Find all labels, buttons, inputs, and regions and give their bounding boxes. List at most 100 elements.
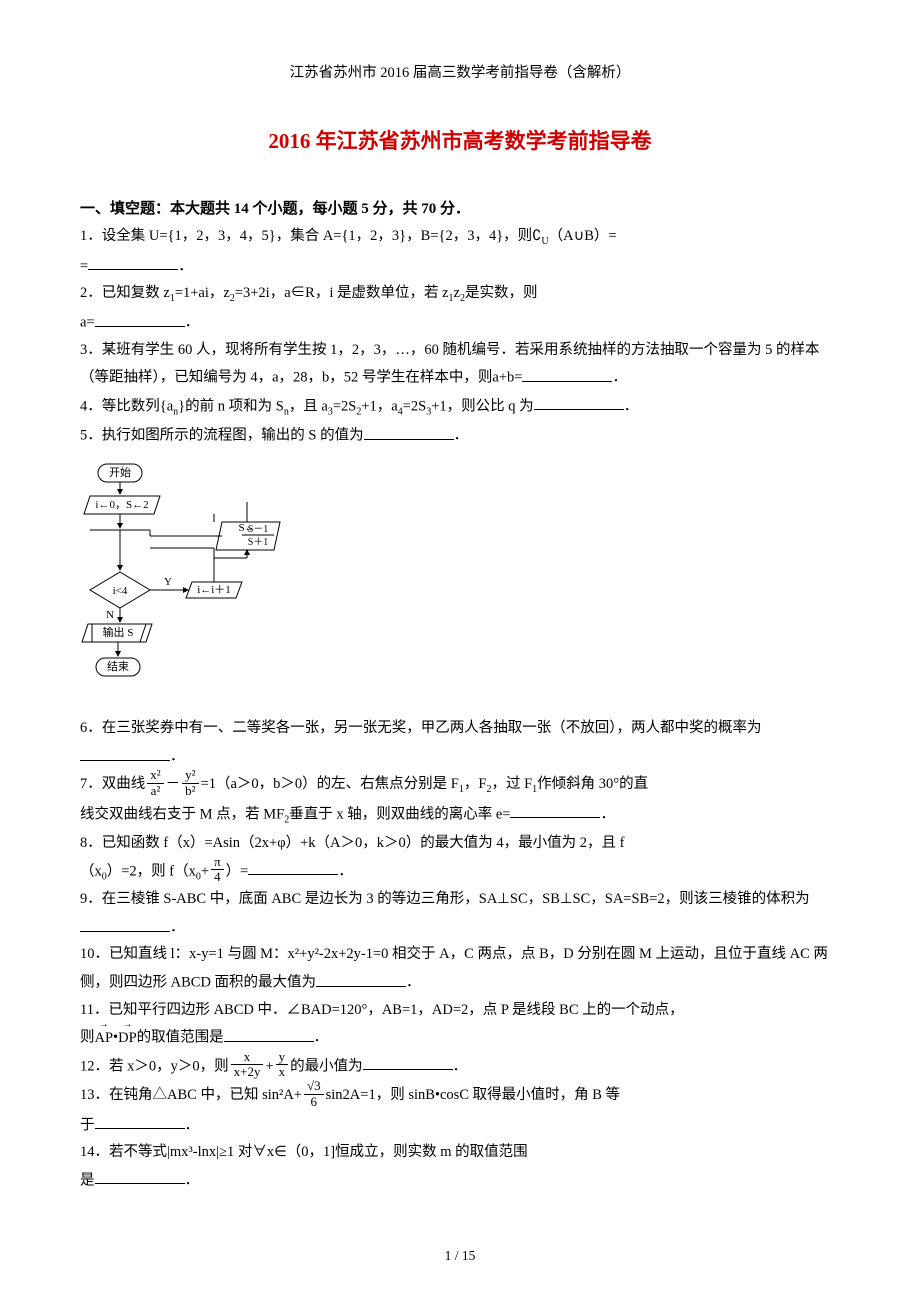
fc-output: 输出 S <box>103 625 134 639</box>
q2-t: =3+2i，a∈R，i 是虚数单位，若 z <box>235 285 449 301</box>
question-12: 12．若 x＞0，y＞0，则xx+2y+yx的最小值为． <box>80 1052 840 1082</box>
question-4: 4．等比数列{an}的前 n 项和为 Sn，且 a3=2S2+1，a4=2S3+… <box>80 392 840 422</box>
exam-title: 2016 年江苏省苏州市高考数学考前指导卷 <box>80 122 840 161</box>
q4-t: ，且 a <box>289 398 328 414</box>
blank <box>224 1023 314 1041</box>
blank <box>95 308 185 326</box>
question-5: 5．执行如图所示的流程图，输出的 S 的值为． <box>80 421 840 449</box>
q8-t: （x <box>80 863 102 879</box>
q4-t: =2S <box>333 398 357 414</box>
question-8: 8．已知函数 f（x）=Asin（2x+φ）+k（A＞0，k＞0）的最大值为 4… <box>80 830 840 887</box>
q7-t: 作倾斜角 30°的直 <box>537 777 648 793</box>
q3-text: 3．某班有学生 60 人，现将所有学生按 1，2，3，…，60 随机编号．若采用… <box>80 342 820 386</box>
blank <box>522 363 612 381</box>
den: x <box>276 1065 289 1079</box>
q8-t: + <box>201 863 209 879</box>
q13-t: 13．在钝角△ABC 中，已知 sin²A+ <box>80 1088 302 1104</box>
den: 6 <box>304 1095 324 1109</box>
question-9: 9．在三棱锥 S‐ABC 中，底面 ABC 是边长为 3 的等边三角形，SA⊥S… <box>80 886 840 941</box>
frac: π4 <box>211 855 224 885</box>
frac: √36 <box>304 1079 324 1109</box>
q4-t: 4．等比数列{a <box>80 398 173 414</box>
question-11: 11．已知平行四边形 ABCD 中．∠BAD=120°，AB=1，AD=2，点 … <box>80 997 840 1052</box>
num: x <box>231 1050 264 1065</box>
num: √3 <box>304 1079 324 1094</box>
blank <box>363 1052 453 1070</box>
blank <box>80 913 170 931</box>
fc-s-den: S＋1 <box>248 537 269 548</box>
blank <box>364 421 454 439</box>
fc-cond: i<4 <box>113 585 128 597</box>
fc-yes: Y <box>164 576 172 588</box>
fc-start: 开始 <box>109 465 131 479</box>
den: a² <box>147 784 163 798</box>
q4-t: }的前 n 项和为 S <box>178 398 284 414</box>
q7-l2: 垂直于 x 轴，则双曲线的离心率 e= <box>289 806 510 822</box>
q1-post: （A∪B）= <box>549 228 617 244</box>
question-3: 3．某班有学生 60 人，现将所有学生按 1，2，3，…，60 随机编号．若采用… <box>80 337 840 392</box>
num: x² <box>147 768 163 783</box>
num: π <box>211 855 224 870</box>
blank <box>248 857 338 875</box>
vector-dp: DP <box>118 1025 137 1052</box>
q8-t: ）= <box>226 863 249 879</box>
q7-l2: 线交双曲线右支于 M 点，若 MF <box>80 806 284 822</box>
frac: y²b² <box>182 768 198 798</box>
blank <box>80 742 170 760</box>
q7-t: 7．双曲线 <box>80 777 145 793</box>
blank <box>316 968 406 986</box>
q2-l2: a= <box>80 315 95 331</box>
q12-t: 的最小值为 <box>290 1058 363 1074</box>
q14-l2: 是 <box>80 1172 95 1188</box>
q1-text: 1．设全集 U={1，2，3，4，5}，集合 A={1，2，3}，B={2，3，… <box>80 228 541 244</box>
den: b² <box>182 784 198 798</box>
fc-s-num: S－1 <box>248 524 269 535</box>
flowchart-diagram: 开始 i←0，S←2 i<4 Y i←i＋1 S← S－1 S＋1 N 输出 S… <box>80 458 290 698</box>
fc-incr: i←i＋1 <box>197 584 231 596</box>
q10-text: 10．已知直线 l：x‐y=1 与圆 M：x²+y²‐2x+2y‐1=0 相交于… <box>80 946 828 990</box>
blank <box>88 252 178 270</box>
blank <box>95 1166 185 1184</box>
fc-no: N <box>106 609 114 621</box>
blank <box>95 1111 185 1129</box>
q4-t: +1，则公比 q 为 <box>431 398 533 414</box>
num: y <box>276 1050 289 1065</box>
num: y² <box>182 768 198 783</box>
section-header: 一、填空题：本大题共 14 个小题，每小题 5 分，共 70 分． <box>80 196 840 224</box>
q7-t: ，过 F <box>491 777 532 793</box>
q2-t: 2．已知复数 z <box>80 285 170 301</box>
q6-text: 6．在三张奖券中有一、二等奖各一张，另一张无奖，甲乙两人各抽取一张（不放回），两… <box>80 720 762 736</box>
q1-sub-u: U <box>541 236 548 247</box>
q13-l2: 于 <box>80 1117 95 1133</box>
q12-t: 12．若 x＞0，y＞0，则 <box>80 1058 229 1074</box>
q11-t: 则 <box>80 1030 95 1046</box>
den: 4 <box>211 870 224 884</box>
q2-t: =1+ai，z <box>175 285 230 301</box>
q11-t: 的取值范围是 <box>137 1030 224 1046</box>
vector-ap: AP <box>95 1025 114 1052</box>
q11-l1: 11．已知平行四边形 ABCD 中．∠BAD=120°，AB=1，AD=2，点 … <box>80 1002 684 1018</box>
den: x+2y <box>231 1065 264 1079</box>
q5-text: 5．执行如图所示的流程图，输出的 S 的值为 <box>80 428 364 444</box>
q8-l1: 8．已知函数 f（x）=Asin（2x+φ）+k（A＞0，k＞0）的最大值为 4… <box>80 835 624 851</box>
question-7: 7．双曲线x²a²－y²b²=1（a＞0，b＞0）的左、右焦点分别是 F1，F2… <box>80 770 840 829</box>
question-13: 13．在钝角△ABC 中，已知 sin²A+√36sin2A=1，则 sinB•… <box>80 1081 840 1139</box>
blank <box>534 392 624 410</box>
question-14: 14．若不等式|mx³‐lnx|≥1 对∀x∈（0，1]恒成立，则实数 m 的取… <box>80 1139 840 1194</box>
question-6: 6．在三张奖券中有一、二等奖各一张，另一张无奖，甲乙两人各抽取一张（不放回），两… <box>80 715 840 770</box>
page-footer: 1 / 15 <box>80 1244 840 1269</box>
q7-t: ，F <box>464 777 487 793</box>
question-1: 1．设全集 U={1，2，3，4，5}，集合 A={1，2，3}，B={2，3，… <box>80 223 840 280</box>
frac: x²a² <box>147 768 163 798</box>
q7-t: － <box>166 777 181 793</box>
q8-t: ）=2，则 f（x <box>107 863 196 879</box>
q4-t: +1，a <box>361 398 397 414</box>
q4-t: =2S <box>403 398 427 414</box>
question-10: 10．已知直线 l：x‐y=1 与圆 M：x²+y²‐2x+2y‐1=0 相交于… <box>80 941 840 996</box>
q12-t: + <box>265 1058 273 1074</box>
fc-end: 结束 <box>107 660 129 673</box>
q14-l1: 14．若不等式|mx³‐lnx|≥1 对∀x∈（0，1]恒成立，则实数 m 的取… <box>80 1144 528 1160</box>
page-header: 江苏省苏州市 2016 届高三数学考前指导卷（含解析） <box>80 60 840 87</box>
q13-t: sin2A=1，则 sinB•cosC 取得最小值时，角 B 等 <box>326 1088 620 1104</box>
question-2: 2．已知复数 z1=1+ai，z2=3+2i，a∈R，i 是虚数单位，若 z1z… <box>80 280 840 337</box>
